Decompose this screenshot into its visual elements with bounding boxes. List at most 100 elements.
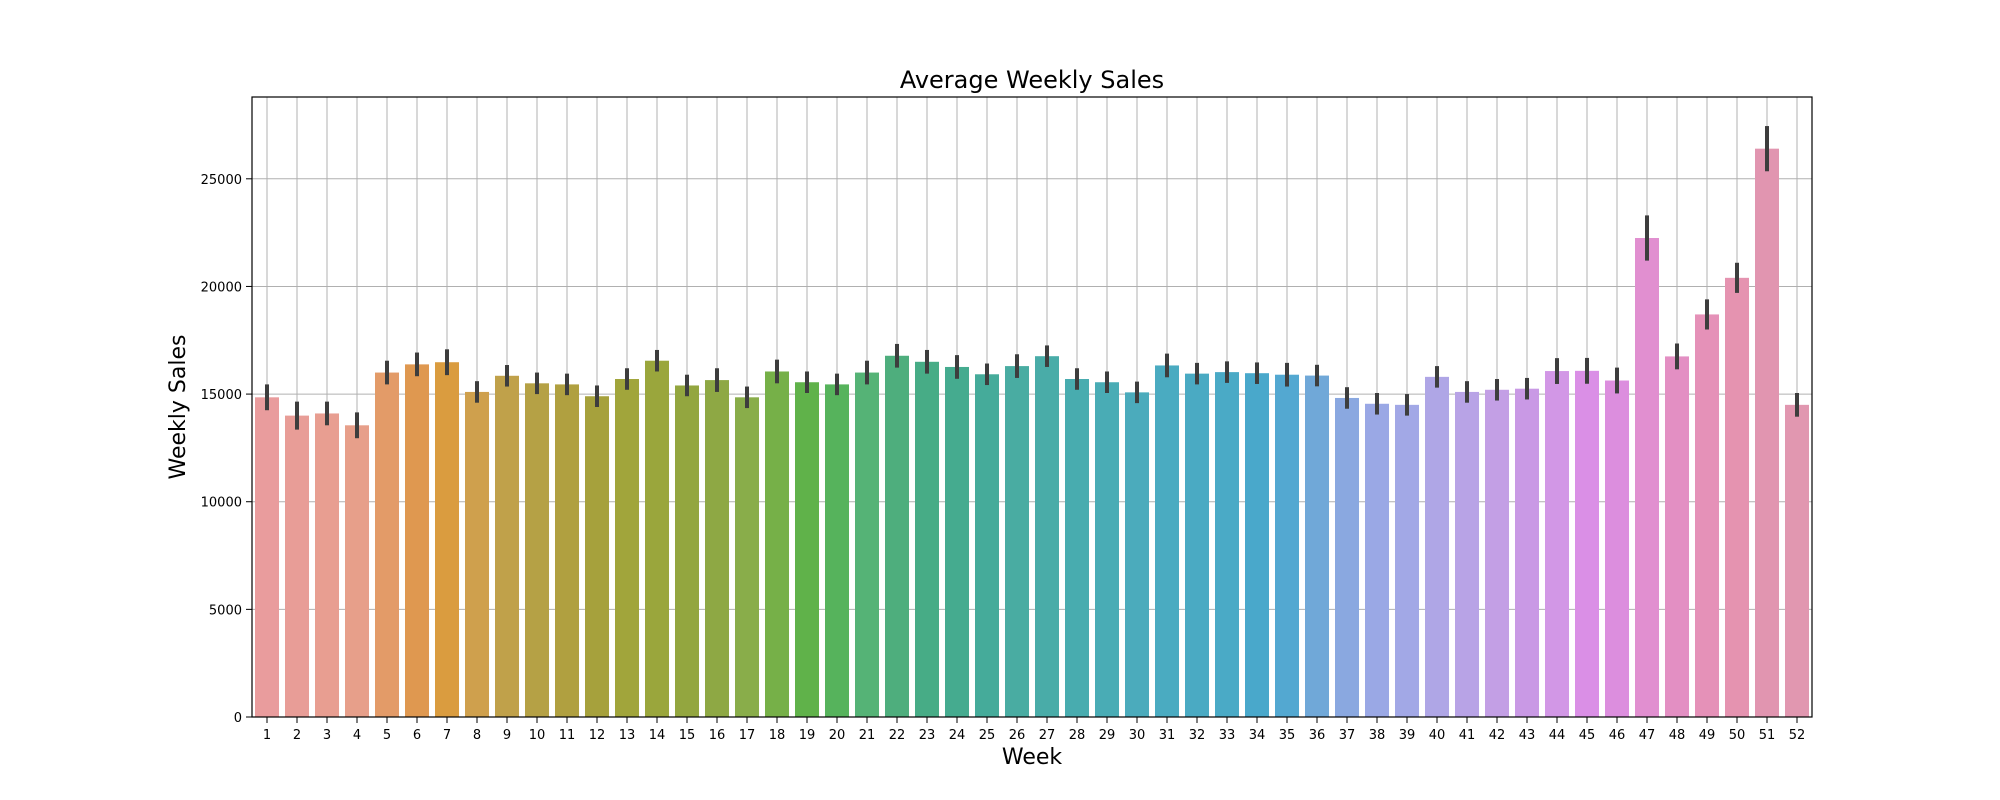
x-tick-label: 35 [1279,728,1296,743]
x-tick-label: 26 [1009,728,1026,743]
x-tick-label: 14 [649,728,666,743]
bar [495,375,519,717]
bar [1395,404,1419,717]
x-tick-label: 19 [799,728,816,743]
bar [705,380,729,717]
bar [525,383,549,717]
y-tick-label: 5000 [209,603,242,618]
bars [255,148,1809,717]
x-tick-label: 20 [829,728,846,743]
x-tick-label: 32 [1189,728,1206,743]
x-tick-label: 2 [293,728,301,743]
x-tick-label: 49 [1699,728,1716,743]
y-tick-label: 25000 [201,173,242,188]
x-tick-label: 30 [1129,728,1146,743]
bar [1605,380,1629,717]
y-tick-label: 10000 [201,496,242,511]
x-tick-label: 46 [1609,728,1626,743]
bar [1425,376,1449,717]
x-tick-label: 7 [443,728,451,743]
x-tick-label: 36 [1309,728,1326,743]
bar [1665,356,1689,717]
x-tick-label: 42 [1489,728,1506,743]
x-tick-label: 28 [1069,728,1086,743]
bar [1575,370,1599,717]
bar [855,372,879,717]
x-tick-label: 27 [1039,728,1056,743]
x-tick-label: 10 [529,728,546,743]
x-tick-label: 33 [1219,728,1236,743]
x-tick-label: 4 [353,728,361,743]
x-tick-label: 16 [709,728,726,743]
x-tick-label: 22 [889,728,906,743]
x-tick-label: 8 [473,728,481,743]
bar [1275,374,1299,717]
x-tick-label: 29 [1099,728,1116,743]
bar [285,415,309,717]
bar [1695,314,1719,717]
bar [1185,373,1209,717]
bar [825,384,849,717]
bar [1785,404,1809,717]
bar [675,385,699,717]
bar [1095,382,1119,717]
bar [255,397,279,717]
bar [1635,238,1659,717]
x-tick-label: 24 [949,728,966,743]
bar [1065,379,1089,717]
x-tick-label: 6 [413,728,421,743]
bar [315,413,339,717]
bar [1155,365,1179,717]
x-tick-label: 48 [1669,728,1686,743]
x-tick-label: 1 [263,728,271,743]
x-tick-label: 43 [1519,728,1536,743]
x-tick-label: 9 [503,728,511,743]
bar [735,397,759,717]
bar [1755,148,1779,717]
bar [405,364,429,717]
x-tick-label: 44 [1549,728,1566,743]
y-tick-label: 15000 [201,388,242,403]
bar [1455,391,1479,717]
x-tick-label: 39 [1399,728,1416,743]
bar [555,384,579,717]
x-tick-label: 47 [1639,728,1656,743]
bar [465,391,489,717]
bar [1035,356,1059,717]
x-tick-label: 11 [559,728,576,743]
x-tick-label: 45 [1579,728,1596,743]
bar [345,425,369,717]
x-tick-label: 41 [1459,728,1476,743]
plot-frame [251,96,1813,718]
x-tick-label: 13 [619,728,636,743]
bar [1245,373,1269,717]
bar [645,360,669,717]
x-tick-label: 25 [979,728,996,743]
x-tick-label: 31 [1159,728,1176,743]
x-tick-label: 17 [739,728,756,743]
bar [585,396,609,717]
bar [765,371,789,717]
bar [1365,403,1389,717]
x-tick-label: 15 [679,728,696,743]
x-tick-label: 3 [323,728,331,743]
bar [975,374,999,717]
y-tick-label: 0 [234,711,242,726]
bar [795,382,819,717]
x-tick-label: 5 [383,728,391,743]
x-tick-label: 37 [1339,728,1356,743]
bar [1305,375,1329,717]
bar [435,362,459,717]
chart-title: Average Weekly Sales [900,66,1164,94]
bar [1215,372,1239,717]
bar [1725,277,1749,717]
x-tick-label: 50 [1729,728,1746,743]
x-tick-label: 51 [1759,728,1776,743]
x-tick-label: 12 [589,728,606,743]
bar [375,372,399,717]
bar [1515,388,1539,717]
x-tick-label: 52 [1789,728,1806,743]
y-axis-ticks: 0 5000 10000 15000 20000 25000 [201,173,252,726]
x-tick-label: 18 [769,728,786,743]
